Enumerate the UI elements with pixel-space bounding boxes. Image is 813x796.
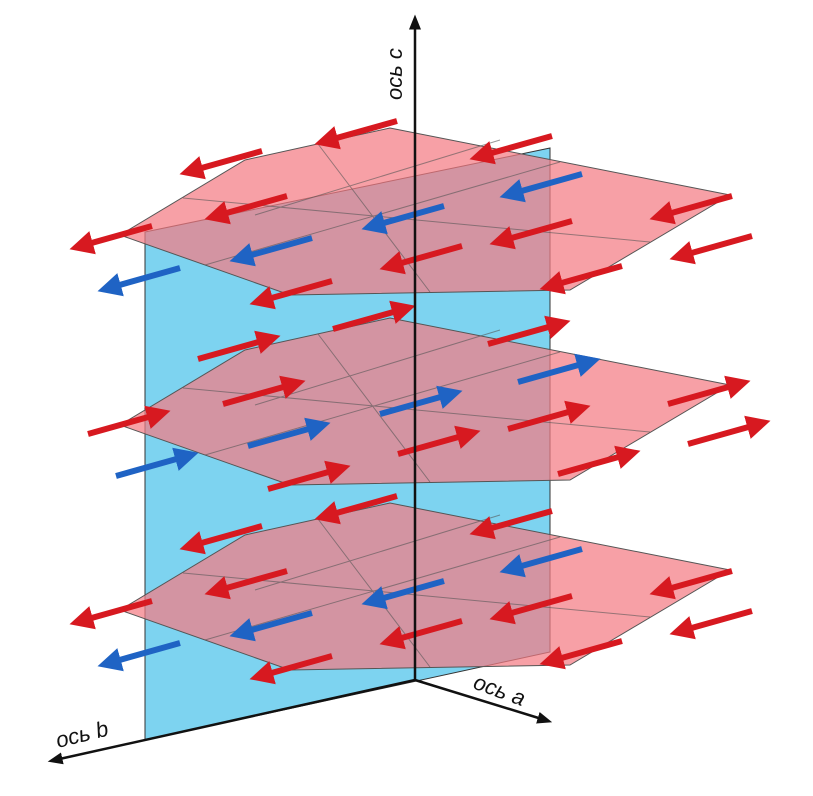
axis-b [47,678,416,765]
axis-a-label: ось a [470,669,529,711]
axis-a [414,678,553,724]
axis-b-label: ось b [53,716,111,753]
axis-c-label: ось c [382,48,407,100]
